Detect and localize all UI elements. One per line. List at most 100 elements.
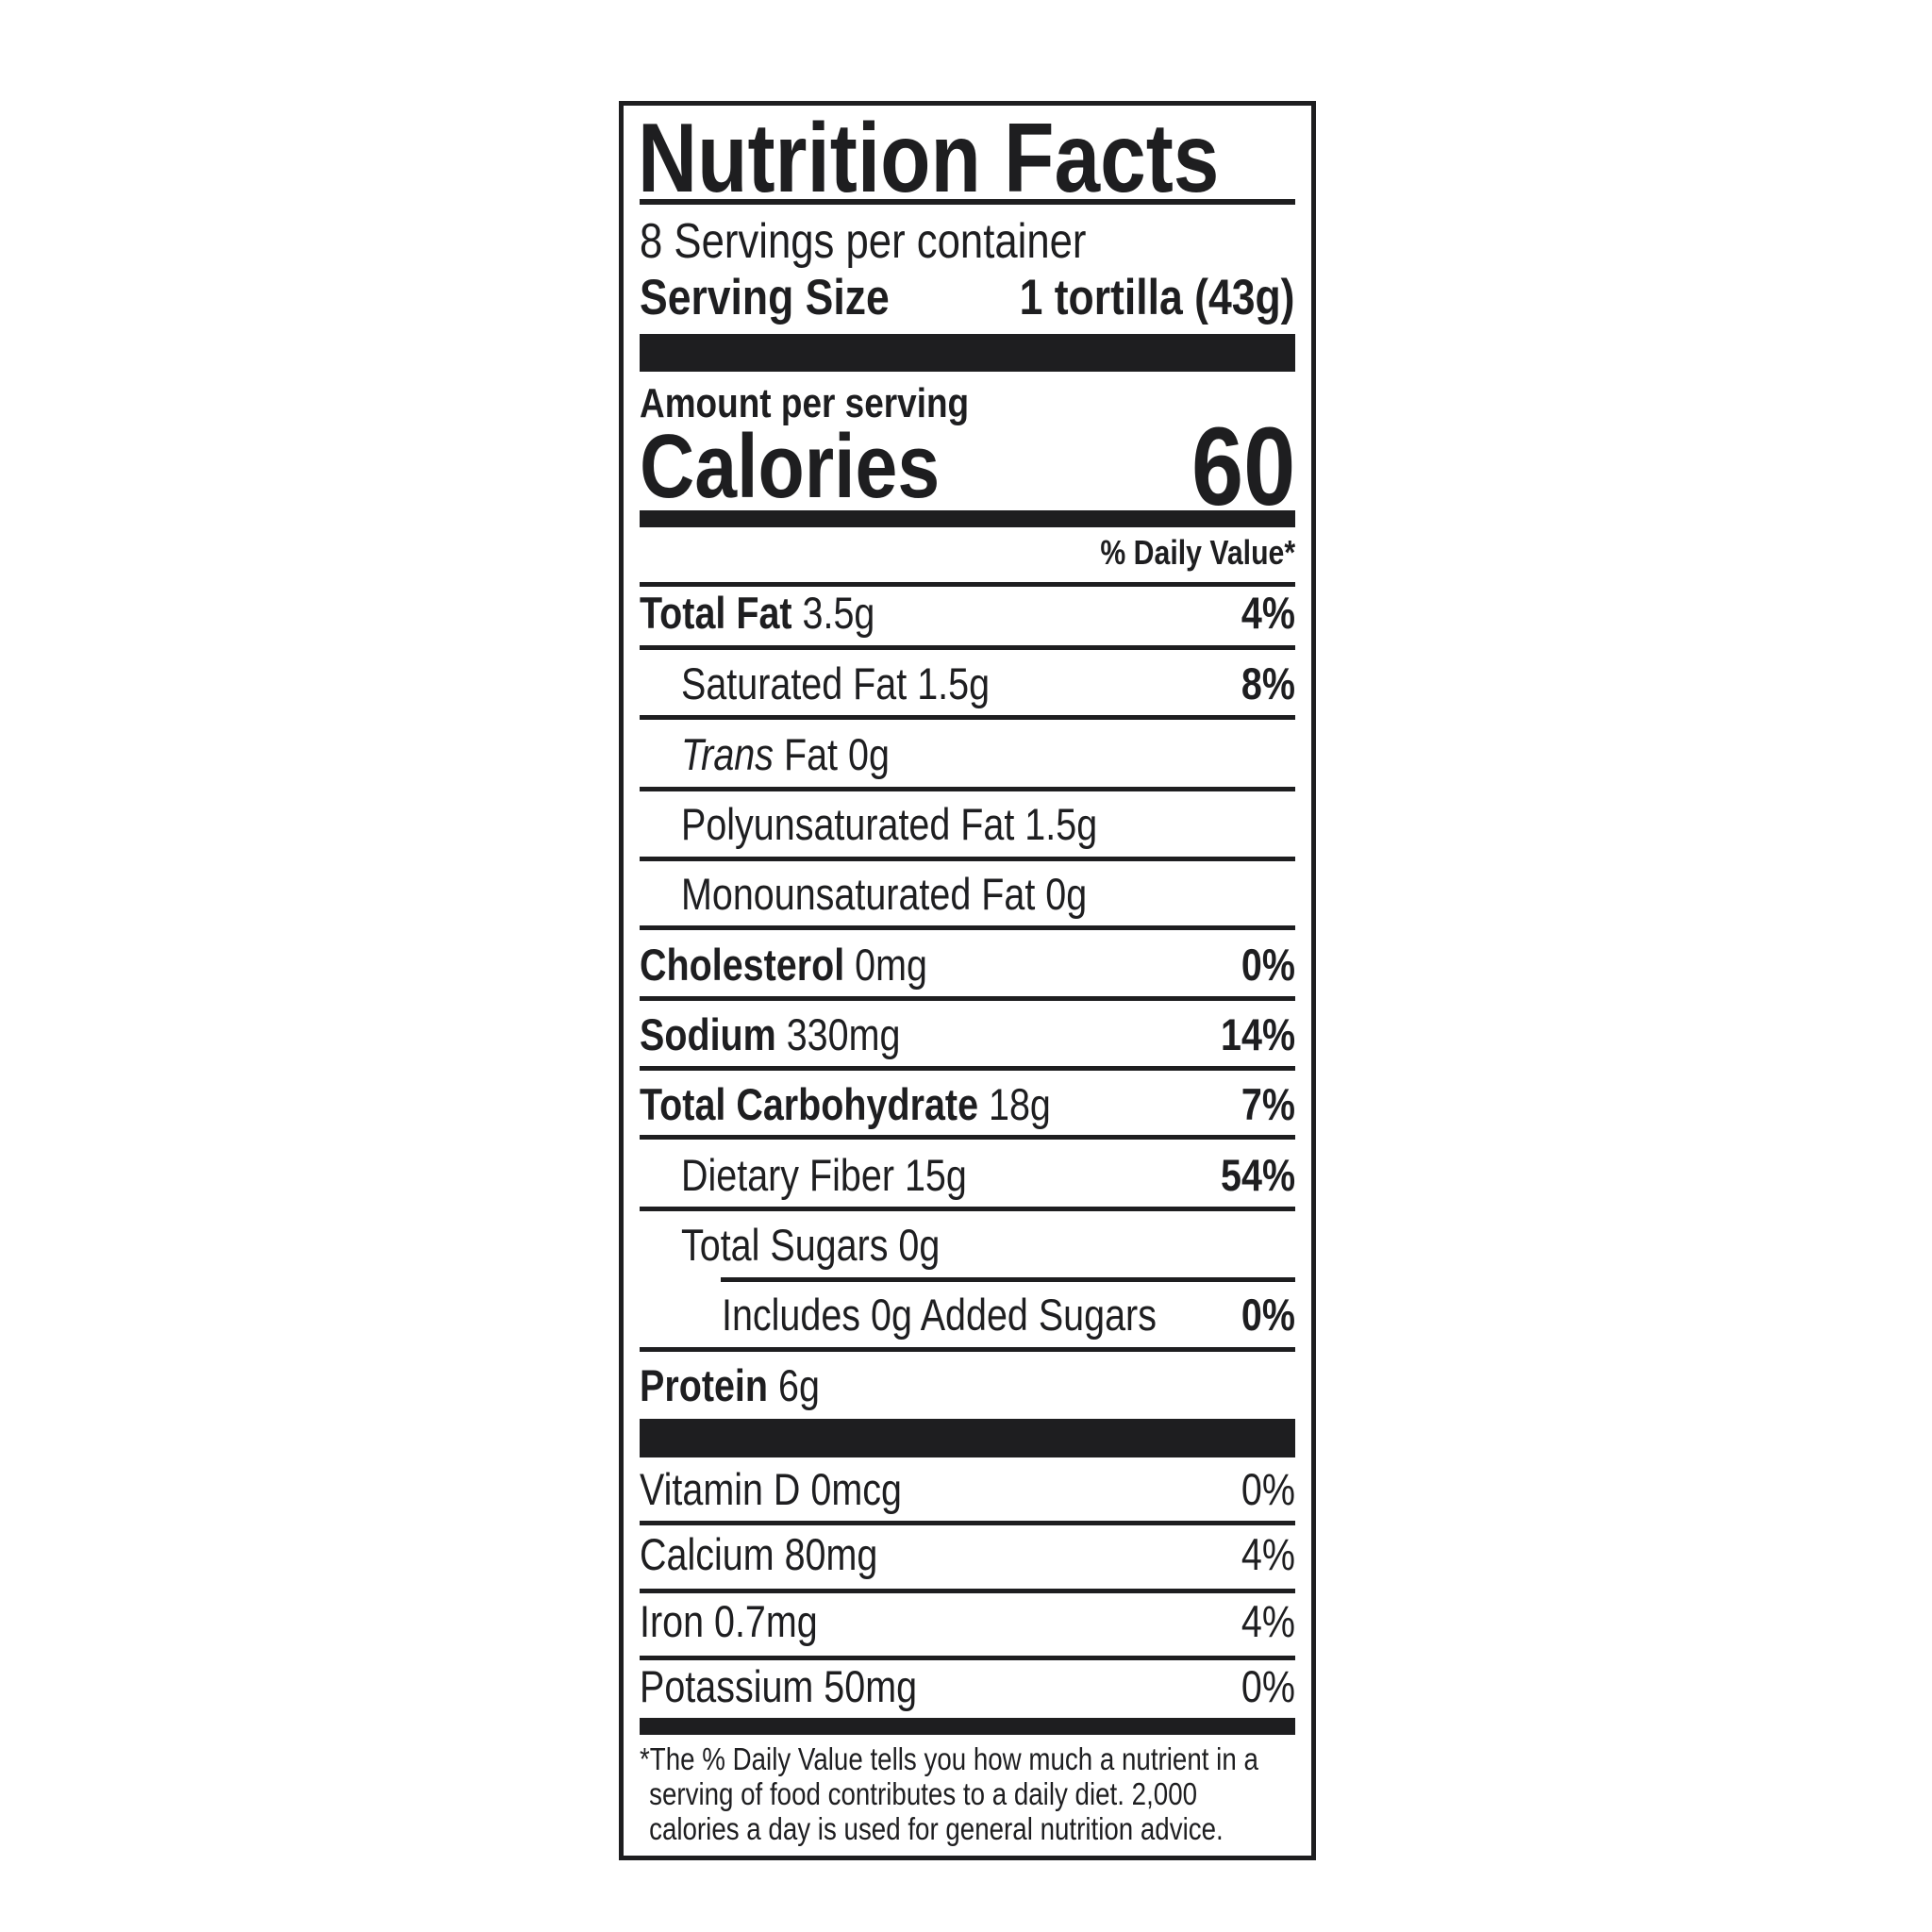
calories-value: 60 xyxy=(1191,405,1295,529)
label-text: 4% xyxy=(1241,1596,1295,1646)
label-text: 7% xyxy=(1241,1079,1295,1129)
label-text: Saturated Fat 1.5g xyxy=(681,656,990,712)
nutrient-row-total-carbohydrate: Total Carbohydrate 18g 7% xyxy=(640,1076,1295,1133)
nutrient-row-cholesterol: Cholesterol 0mg 0% xyxy=(640,937,1295,993)
label-text: 18g xyxy=(988,1079,1051,1129)
label-text: 0g xyxy=(898,1220,941,1270)
label-text: 4% xyxy=(1241,588,1295,638)
label-text: Cholesterol 0mg xyxy=(640,937,927,993)
label-text: Polyunsaturated Fat 1.5g xyxy=(681,796,1097,853)
medium-divider xyxy=(640,1718,1295,1735)
nutrient-row-polyunsaturated-fat: Polyunsaturated Fat 1.5g xyxy=(640,796,1295,853)
label-text: Vitamin D 0mcg xyxy=(640,1464,902,1514)
label-text: 0% xyxy=(1241,1661,1295,1711)
serving-size-row: Serving Size 1 tortilla (43g) xyxy=(640,270,1295,326)
label-text: Total Carbohydrate 18g xyxy=(640,1076,1051,1133)
amount-per-serving: Amount per serving xyxy=(640,375,1295,432)
calories-row: Calories 60 xyxy=(640,405,1295,529)
divider xyxy=(640,996,1295,1001)
label-text: Dietary Fiber 15g xyxy=(681,1147,967,1204)
label-text: Total Sugars xyxy=(681,1220,889,1270)
label-text: Polyunsaturated Fat xyxy=(681,799,1015,849)
divider xyxy=(640,199,1295,205)
serving-size-label: Serving Size xyxy=(640,270,890,325)
label-text: Sodium xyxy=(640,1009,776,1059)
nutrition-facts-label xyxy=(619,101,1316,1860)
divider xyxy=(640,787,1295,791)
label-text: Monounsaturated Fat xyxy=(681,869,1036,919)
vitamin-row-vitamin-d: Vitamin D 0mcg 0% xyxy=(640,1461,1295,1518)
nutrient-row-total-sugars: Total Sugars 0g xyxy=(640,1217,1295,1274)
label-text: 3.5g xyxy=(802,588,875,638)
vitamin-row-calcium: Calcium 80mg 4% xyxy=(640,1526,1295,1583)
divider xyxy=(640,1135,1295,1140)
label-text: 1.5g xyxy=(917,658,991,708)
label-text: 8 Servings per container xyxy=(640,214,1087,269)
divider xyxy=(640,925,1295,930)
label-text: 6g xyxy=(777,1360,820,1410)
label-text: 0mg xyxy=(855,940,927,990)
label-text: calories a day is used for general nutri… xyxy=(649,1811,1224,1846)
divider xyxy=(640,1207,1295,1211)
label-text: Dietary Fiber xyxy=(681,1150,894,1200)
label-text: Calcium 80mg xyxy=(640,1529,878,1579)
label-text: 330mg xyxy=(786,1009,901,1059)
label-text: Sodium 330mg xyxy=(640,1007,900,1063)
divider xyxy=(640,1656,1295,1660)
divider xyxy=(640,857,1295,861)
label-text: *The % Daily Value tells you how much a … xyxy=(640,1741,1258,1776)
label-text: Protein xyxy=(640,1360,769,1410)
label-text: 8% xyxy=(1241,658,1295,708)
divider xyxy=(640,1521,1295,1525)
divider xyxy=(640,1347,1295,1352)
divider xyxy=(721,1277,1295,1282)
label-text: Saturated Fat xyxy=(681,658,908,708)
label-text: 54% xyxy=(1220,1150,1295,1200)
nutrient-row-total-fat: Total Fat 3.5g 4% xyxy=(640,585,1295,641)
thick-divider xyxy=(640,1419,1295,1457)
label-text: Iron 0.7mg xyxy=(640,1596,818,1646)
label-text: 4% xyxy=(1241,1529,1295,1579)
thick-divider xyxy=(640,334,1295,372)
divider xyxy=(640,1066,1295,1071)
vitamin-row-potassium: Potassium 50mg 0% xyxy=(640,1658,1295,1715)
label-text: Cholesterol xyxy=(640,940,845,990)
divider xyxy=(640,645,1295,650)
label-text: Protein 6g xyxy=(640,1357,820,1414)
nutrient-row-trans-fat: Trans Fat 0g xyxy=(640,726,1295,783)
servings-per-container: 8 Servings per container xyxy=(640,213,1295,270)
label-text: Fat xyxy=(783,729,839,779)
label-title: Nutrition Facts xyxy=(638,104,1220,213)
label-text: Monounsaturated Fat 0g xyxy=(681,866,1087,923)
label-text: Total Carbohydrate xyxy=(640,1079,979,1129)
label-text: Amount per serving xyxy=(640,380,970,426)
nutrient-row-sodium: Sodium 330mg 14% xyxy=(640,1007,1295,1063)
label-text: 0% xyxy=(1241,1290,1295,1340)
medium-divider xyxy=(640,510,1295,527)
label-text: Total Fat 3.5g xyxy=(640,585,874,641)
label-text: Total Fat xyxy=(640,588,792,638)
label-text: 14% xyxy=(1220,1009,1295,1059)
divider xyxy=(640,1589,1295,1593)
label-text: Trans xyxy=(681,729,774,779)
divider xyxy=(640,715,1295,720)
vitamin-row-iron: Iron 0.7mg 4% xyxy=(640,1593,1295,1650)
footnote: *The % Daily Value tells you how much a … xyxy=(640,1741,1290,1846)
label-text: Potassium 50mg xyxy=(640,1661,918,1711)
nutrient-row-monounsaturated-fat: Monounsaturated Fat 0g xyxy=(640,866,1295,923)
nutrient-row-protein: Protein 6g xyxy=(640,1357,1295,1414)
label-text: 0% xyxy=(1241,1464,1295,1514)
nutrient-row-dietary-fiber: Dietary Fiber 15g 54% xyxy=(640,1147,1295,1204)
nutrient-row-added-sugars: Includes 0g Added Sugars 0% xyxy=(640,1287,1295,1343)
label-text: Total Sugars 0g xyxy=(681,1217,940,1274)
nutrient-row-saturated-fat: Saturated Fat 1.5g 8% xyxy=(640,656,1295,712)
label-text: 15g xyxy=(904,1150,967,1200)
serving-size-value: 1 tortilla (43g) xyxy=(1020,270,1295,325)
divider xyxy=(640,582,1295,587)
label-text: serving of food contributes to a daily d… xyxy=(649,1776,1198,1811)
label-text: % Daily Value* xyxy=(1100,533,1295,572)
calories-label: Calories xyxy=(640,416,941,517)
label-text: 0g xyxy=(847,729,890,779)
label-text: Trans Fat 0g xyxy=(681,726,890,783)
label-text: 0% xyxy=(1241,940,1295,990)
